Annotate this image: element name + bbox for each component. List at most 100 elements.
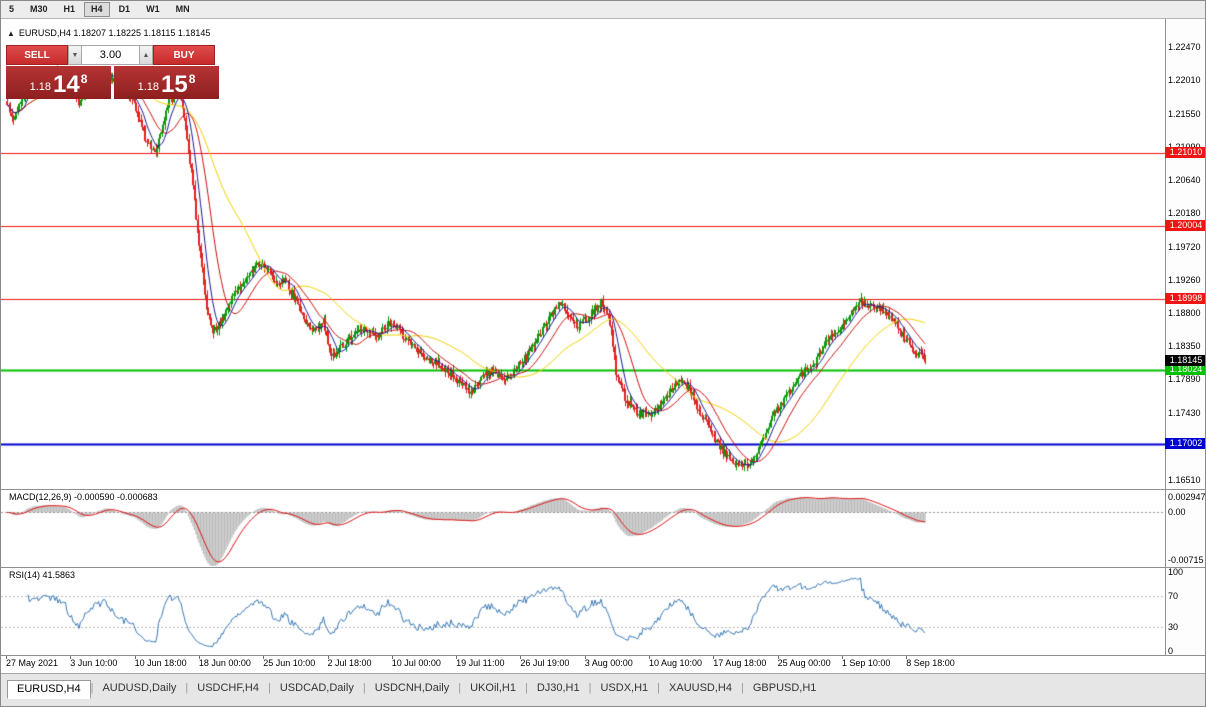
price-line-badge: 1.17002	[1165, 437, 1205, 449]
chart-tab-ukoil-h1[interactable]: UKOil,H1	[470, 682, 516, 694]
macd-scale-max: 0.002947	[1168, 492, 1206, 502]
time-axis[interactable]	[1, 655, 1205, 673]
time-axis-tick	[327, 656, 329, 659]
sell-price-pips: 14	[53, 71, 80, 98]
price-scale-label: 1.22470	[1168, 42, 1201, 52]
buy-price-pipette: 8	[188, 72, 196, 86]
tab-separator: |	[185, 682, 189, 694]
time-axis-tick	[198, 656, 200, 659]
time-axis-label: 25 Aug 00:00	[777, 658, 831, 668]
time-axis-label: 17 Aug 18:00	[713, 658, 767, 668]
time-axis-label: 26 Jul 19:00	[520, 658, 570, 668]
panel-splitter-macd[interactable]	[1, 489, 1205, 490]
chart-tab-eurusd-h4[interactable]: EURUSD,H4	[7, 680, 91, 699]
trade-panel-prices: 1.18 14 8 1.18 15 8	[6, 66, 219, 99]
tab-separator: |	[268, 682, 271, 694]
chart-tab-usdchf-h4[interactable]: USDCHF,H4	[197, 682, 259, 694]
time-axis-label: 3 Jun 10:00	[70, 658, 118, 668]
macd-indicator-label: MACD(12,26,9) -0.000590 -0.000683	[9, 492, 158, 502]
price-scale-label: 1.17890	[1168, 374, 1201, 385]
time-axis-label: 8 Sep 18:00	[906, 658, 955, 668]
price-line-badge: 1.18998	[1165, 292, 1205, 304]
buy-price-pips: 15	[161, 71, 188, 98]
price-scale-label: 1.16510	[1168, 474, 1201, 485]
price-scale-column[interactable]	[1165, 19, 1205, 655]
time-axis-tick	[6, 656, 7, 659]
macd-indicator-canvas[interactable]	[1, 490, 1165, 567]
time-axis-label: 10 Jun 18:00	[134, 658, 187, 668]
rsi-scale-label: 70	[1168, 590, 1179, 601]
timeframe-h4-button[interactable]: H4	[84, 2, 110, 17]
tab-separator: |	[740, 682, 744, 694]
buy-price-display[interactable]: 1.18 15 8	[114, 66, 219, 99]
panel-splitter-rsi[interactable]	[1, 567, 1205, 568]
chart-tab-usdx-h1[interactable]: USDX,H1	[600, 682, 649, 694]
sell-button[interactable]: SELL	[6, 45, 68, 65]
timeframe-m30-button[interactable]: M30	[23, 2, 55, 17]
time-axis-tick	[263, 656, 265, 659]
price-scale-label: 1.20640	[1168, 174, 1201, 185]
time-axis-label: 18 Jun 00:00	[198, 658, 251, 668]
time-axis-label: 25 Jun 10:00	[263, 658, 316, 668]
time-axis-tick	[841, 656, 843, 659]
sell-price-pipette: 8	[80, 72, 88, 86]
time-axis-tick	[649, 656, 650, 659]
sell-price-handle: 1.18	[29, 81, 52, 93]
volume-increase-button[interactable]: ▲	[139, 45, 153, 65]
trade-panel-controls: SELL ▼ ▲ BUY	[6, 45, 219, 65]
timeframe-toolbar: 5 M30 H1 H4 D1 W1 MN	[1, 1, 1205, 19]
time-axis-label: 10 Jul 00:00	[391, 658, 441, 668]
tab-separator: |	[90, 682, 94, 694]
price-scale-label: 1.18350	[1168, 341, 1201, 352]
time-axis-label: 1 Sep 10:00	[841, 658, 891, 668]
time-axis-tick	[70, 656, 72, 659]
time-axis-tick	[456, 656, 458, 659]
volume-decrease-button[interactable]: ▼	[68, 45, 82, 65]
timeframe-w1-button[interactable]: W1	[139, 2, 167, 17]
time-axis-label: 19 Jul 11:00	[456, 658, 505, 668]
price-scale-label: 1.20180	[1168, 208, 1201, 219]
chart-tab-gbpusd-h1[interactable]: GBPUSD,H1	[752, 682, 817, 694]
price-scale-label: 1.17430	[1168, 407, 1201, 418]
timeframe-h1-button[interactable]: H1	[57, 2, 83, 17]
price-scale-label: 1.21550	[1168, 108, 1201, 119]
sell-price-display[interactable]: 1.18 14 8	[6, 66, 111, 99]
buy-price-handle: 1.18	[137, 81, 160, 93]
ohlc-text: EURUSD,H4 1.18207 1.18225 1.18115 1.1814…	[18, 28, 211, 38]
time-axis-tick	[391, 656, 393, 659]
time-axis-tick	[713, 656, 715, 659]
chart-tab-usdcnh-daily[interactable]: USDCNH,Daily	[374, 682, 450, 694]
timeframe-m5-button[interactable]: 5	[2, 2, 21, 17]
rsi-scale-label: 100	[1168, 567, 1184, 577]
chart-tab-bar: EURUSD,H4 | AUDUSD,Daily | USDCHF,H4 | USDCAD,…	[1, 673, 1205, 706]
panel-collapse-arrow-icon[interactable]: ▲	[7, 29, 15, 38]
rsi-scale-label: 0	[1168, 646, 1174, 656]
time-axis-label: 2 Jul 18:00	[327, 658, 372, 668]
macd-scale-zero: 0.00	[1168, 507, 1186, 518]
timeframe-d1-button[interactable]: D1	[112, 2, 138, 17]
time-axis-tick	[134, 656, 136, 659]
price-line-badge: 1.20004	[1165, 219, 1205, 231]
chart-tab-dj30-h1[interactable]: DJ30,H1	[536, 682, 580, 694]
volume-input[interactable]	[82, 45, 139, 65]
time-axis-tick	[584, 656, 586, 659]
chart-tab-xauusd-h4[interactable]: XAUUSD,H4	[669, 682, 732, 694]
time-axis-label: 10 Aug 10:00	[649, 658, 703, 668]
price-line-badge: 1.18024	[1165, 363, 1205, 375]
price-scale-label: 1.19720	[1168, 241, 1201, 252]
price-scale-label: 1.22010	[1168, 75, 1201, 86]
chart-ohlc-info: ▲ EURUSD,H4 1.18207 1.18225 1.18115 1.181…	[7, 28, 210, 38]
time-axis-tick	[906, 656, 908, 659]
chart-tab-audusd-daily[interactable]: AUDUSD,Daily	[102, 682, 177, 694]
price-scale-label: 1.18800	[1168, 308, 1201, 319]
buy-button[interactable]: BUY	[153, 45, 215, 65]
timeframe-mn-button[interactable]: MN	[169, 2, 197, 17]
rsi-scale-label: 30	[1168, 622, 1179, 633]
rsi-indicator-canvas[interactable]	[1, 568, 1165, 655]
price-scale-label: 1.19260	[1168, 274, 1201, 285]
time-axis-label: 27 May 2021	[6, 658, 59, 668]
chart-tab-usdcad-daily[interactable]: USDCAD,Daily	[279, 682, 354, 694]
price-line-badge: 1.21010	[1165, 146, 1205, 158]
